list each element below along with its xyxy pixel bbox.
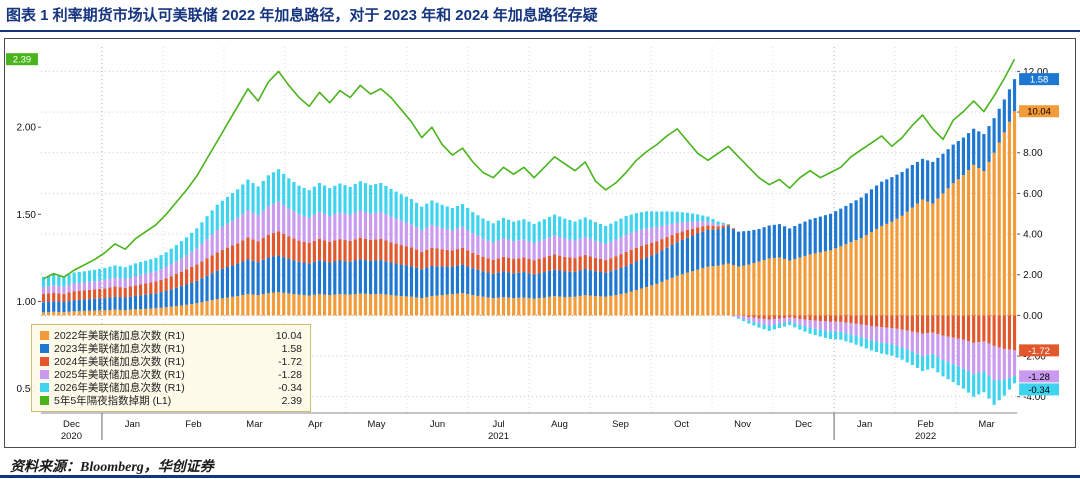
chart-legend: 2022年美联储加息次数 (R1) 10.04 2023年美联储加息次数 (R1) 1… bbox=[31, 324, 311, 412]
svg-text:6.00: 6.00 bbox=[1023, 189, 1043, 200]
svg-text:2.00: 2.00 bbox=[17, 123, 37, 134]
axis-value-badge bbox=[1019, 344, 1060, 357]
svg-text:-1.72: -1.72 bbox=[1028, 346, 1050, 357]
legend-color-chip bbox=[40, 370, 49, 379]
legend-item: 5年5年隔夜指数掉期 (L1) 2.39 bbox=[40, 394, 302, 407]
svg-text:Jan: Jan bbox=[125, 419, 140, 430]
legend-value: -1.72 bbox=[278, 355, 302, 368]
legend-color-chip bbox=[40, 383, 49, 392]
svg-text:2020: 2020 bbox=[61, 431, 82, 442]
svg-text:Oct: Oct bbox=[674, 419, 689, 430]
svg-text:8.00: 8.00 bbox=[1023, 148, 1043, 159]
svg-text:Apr: Apr bbox=[308, 419, 323, 430]
legend-label: 5年5年隔夜指数掉期 (L1) bbox=[54, 395, 172, 407]
svg-text:10.04: 10.04 bbox=[1027, 107, 1051, 118]
svg-text:Feb: Feb bbox=[917, 419, 933, 430]
legend-item: 2022年美联储加息次数 (R1) 10.04 bbox=[40, 329, 302, 342]
svg-text:0.50: 0.50 bbox=[17, 384, 37, 395]
svg-text:12.00: 12.00 bbox=[1023, 67, 1048, 78]
legend-color-chip bbox=[40, 331, 49, 340]
svg-text:Feb: Feb bbox=[185, 419, 201, 430]
svg-text:1.00: 1.00 bbox=[17, 297, 37, 308]
title-divider bbox=[0, 30, 1080, 32]
legend-label: 2026年美联储加息次数 (R1) bbox=[54, 382, 185, 394]
svg-text:Jan: Jan bbox=[857, 419, 872, 430]
axis-value-badge bbox=[1019, 73, 1060, 86]
svg-text:May: May bbox=[368, 419, 386, 430]
bottom-divider bbox=[0, 475, 1080, 478]
legend-item: 2024年美联储加息次数 (R1) -1.72 bbox=[40, 355, 302, 368]
legend-label: 2023年美联储加息次数 (R1) bbox=[54, 343, 185, 355]
legend-value: 10.04 bbox=[275, 329, 302, 342]
svg-text:2021: 2021 bbox=[488, 431, 509, 442]
axis-value-badge bbox=[1019, 105, 1060, 118]
legend-color-chip bbox=[40, 357, 49, 366]
figure-title: 图表 1 利率期货市场认可美联储 2022 年加息路径，对于 2023 年和 2… bbox=[6, 7, 598, 24]
svg-text:-4.00: -4.00 bbox=[1023, 392, 1046, 403]
svg-text:Mar: Mar bbox=[978, 419, 994, 430]
legend-item: 2025年美联储加息次数 (R1) -1.28 bbox=[40, 368, 302, 381]
svg-text:Mar: Mar bbox=[246, 419, 262, 430]
legend-color-chip bbox=[40, 396, 49, 405]
legend-label: 2025年美联储加息次数 (R1) bbox=[54, 369, 185, 381]
legend-item: 2026年美联储加息次数 (R1) -0.34 bbox=[40, 381, 302, 394]
svg-text:1.50: 1.50 bbox=[17, 210, 37, 221]
source-note: 资料来源：Bloomberg，华创证券 bbox=[10, 460, 214, 475]
legend-label: 2024年美联储加息次数 (R1) bbox=[54, 356, 185, 368]
svg-text:Jul: Jul bbox=[492, 419, 504, 430]
legend-value: 1.58 bbox=[281, 342, 302, 355]
legend-label: 2022年美联储加息次数 (R1) bbox=[54, 330, 185, 342]
bars-layer bbox=[41, 79, 1017, 405]
legend-color-chip bbox=[40, 344, 49, 353]
legend-item: 2023年美联储加息次数 (R1) 1.58 bbox=[40, 342, 302, 355]
legend-value: 2.39 bbox=[281, 394, 302, 407]
svg-text:-0.34: -0.34 bbox=[1028, 385, 1050, 396]
svg-text:4.00: 4.00 bbox=[1023, 230, 1043, 241]
svg-text:Nov: Nov bbox=[734, 419, 751, 430]
svg-text:2022: 2022 bbox=[915, 431, 936, 442]
axis-value-badge bbox=[1019, 383, 1060, 396]
legend-value: -1.28 bbox=[278, 368, 302, 381]
chart-svg: 12.0010.008.006.004.002.000.00-2.00-4.00… bbox=[5, 47, 1060, 442]
line-value-badge bbox=[5, 53, 38, 66]
svg-text:0.00: 0.00 bbox=[1023, 311, 1043, 322]
legend-value: -0.34 bbox=[278, 381, 302, 394]
axis-layer: 12.0010.008.006.004.002.000.00-2.00-4.00… bbox=[17, 67, 1049, 442]
svg-text:2.39: 2.39 bbox=[13, 55, 31, 66]
svg-text:Jun: Jun bbox=[430, 419, 445, 430]
chart-area: 12.0010.008.006.004.002.000.00-2.00-4.00… bbox=[4, 38, 1076, 448]
svg-text:Dec: Dec bbox=[63, 419, 80, 430]
svg-text:-2.00: -2.00 bbox=[1023, 352, 1046, 363]
svg-text:Dec: Dec bbox=[795, 419, 812, 430]
svg-text:2.00: 2.00 bbox=[1023, 270, 1043, 281]
ois-line-layer bbox=[43, 58, 1016, 280]
axis-value-badge bbox=[1019, 370, 1060, 383]
svg-text:Aug: Aug bbox=[551, 419, 568, 430]
svg-text:Sep: Sep bbox=[612, 419, 629, 430]
svg-text:1.58: 1.58 bbox=[1030, 75, 1048, 86]
svg-text:-1.28: -1.28 bbox=[1028, 372, 1050, 383]
